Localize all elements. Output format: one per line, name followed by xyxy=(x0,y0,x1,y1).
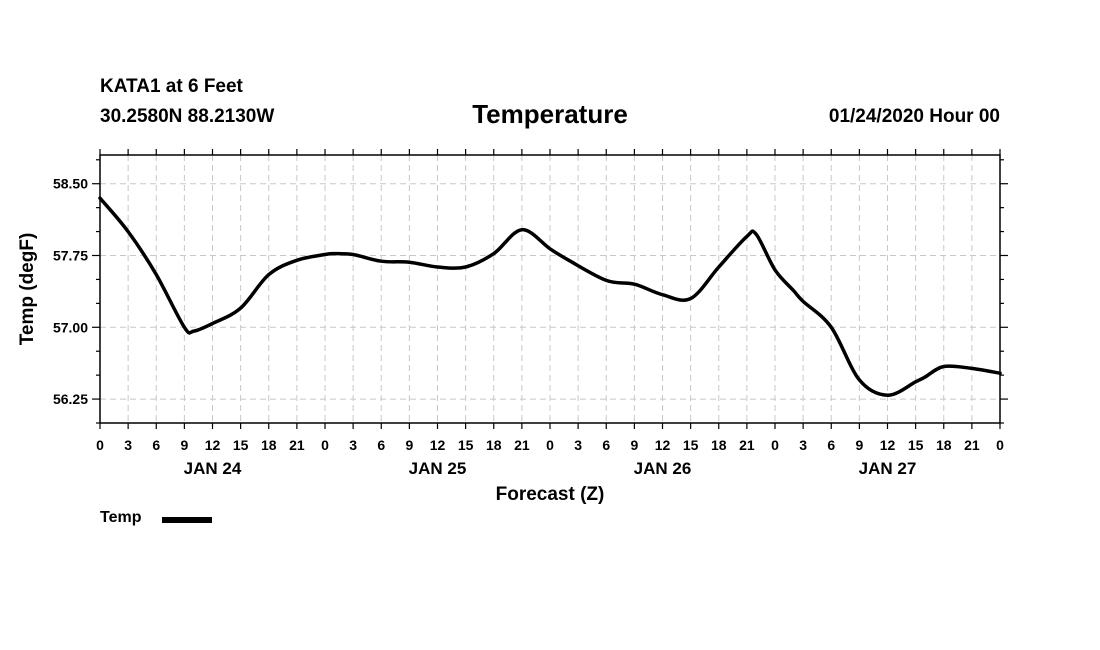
x-tick-label: 9 xyxy=(630,437,638,453)
station-label: KATA1 at 6 Feet xyxy=(100,76,243,97)
series-line-temp xyxy=(98,196,1002,397)
x-tick-label: 6 xyxy=(377,437,385,453)
day-label: JAN 24 xyxy=(184,459,242,478)
y-tick-label: 58.50 xyxy=(53,176,88,192)
x-tick-label: 0 xyxy=(771,437,779,453)
legend-label: Temp xyxy=(100,509,142,526)
coordinates-label: 30.2580N 88.2130W xyxy=(100,106,275,127)
x-tick-label: 12 xyxy=(880,437,896,453)
issued-time-label: 01/24/2020 Hour 00 xyxy=(828,106,1000,127)
y-tick-label: 57.00 xyxy=(53,319,88,335)
x-tick-label: 18 xyxy=(936,437,952,453)
y-tick-label: 57.75 xyxy=(53,248,88,264)
day-label: JAN 25 xyxy=(409,459,467,478)
day-label: JAN 27 xyxy=(859,459,917,478)
x-tick-label: 0 xyxy=(321,437,329,453)
x-tick-label: 3 xyxy=(349,437,357,453)
x-tick-label: 0 xyxy=(996,437,1004,453)
x-tick-label: 6 xyxy=(827,437,835,453)
series-layer xyxy=(98,196,1002,397)
x-tick-label: 12 xyxy=(430,437,446,453)
x-tick-label: 15 xyxy=(908,437,924,453)
axis-ticks: 0 3 6 9 12 15 18 21 0 3 6 9 12 15 18 21 0 3 6 9 12 15 18 21 0 3 6 9… xyxy=(53,149,1008,478)
x-tick-label: 6 xyxy=(152,437,160,453)
x-tick-label: 0 xyxy=(546,437,554,453)
x-tick-label: 21 xyxy=(514,437,530,453)
x-tick-label: 15 xyxy=(458,437,474,453)
x-tick-label: 21 xyxy=(964,437,980,453)
y-axis-label: Temp (degF) xyxy=(17,233,38,346)
x-tick-label: 3 xyxy=(799,437,807,453)
x-tick-label: 18 xyxy=(261,437,277,453)
x-tick-label: 21 xyxy=(739,437,755,453)
x-tick-label: 15 xyxy=(233,437,249,453)
chart-title: Temperature xyxy=(472,99,628,129)
x-tick-label: 9 xyxy=(180,437,188,453)
x-tick-label: 12 xyxy=(205,437,221,453)
x-tick-label: 21 xyxy=(289,437,305,453)
legend-line-swatch xyxy=(162,517,212,523)
x-tick-label: 3 xyxy=(124,437,132,453)
x-axis-label: Forecast (Z) xyxy=(496,484,605,505)
x-tick-label: 3 xyxy=(574,437,582,453)
grid-lines xyxy=(100,155,1000,423)
y-tick-label: 56.25 xyxy=(53,391,88,407)
x-tick-label: 9 xyxy=(405,437,413,453)
x-tick-label: 15 xyxy=(683,437,699,453)
x-tick-label: 18 xyxy=(711,437,727,453)
x-tick-label: 18 xyxy=(486,437,502,453)
x-tick-label: 9 xyxy=(855,437,863,453)
x-tick-label: 6 xyxy=(602,437,610,453)
day-label: JAN 26 xyxy=(634,459,692,478)
x-tick-label: 12 xyxy=(655,437,671,453)
x-tick-label: 0 xyxy=(96,437,104,453)
